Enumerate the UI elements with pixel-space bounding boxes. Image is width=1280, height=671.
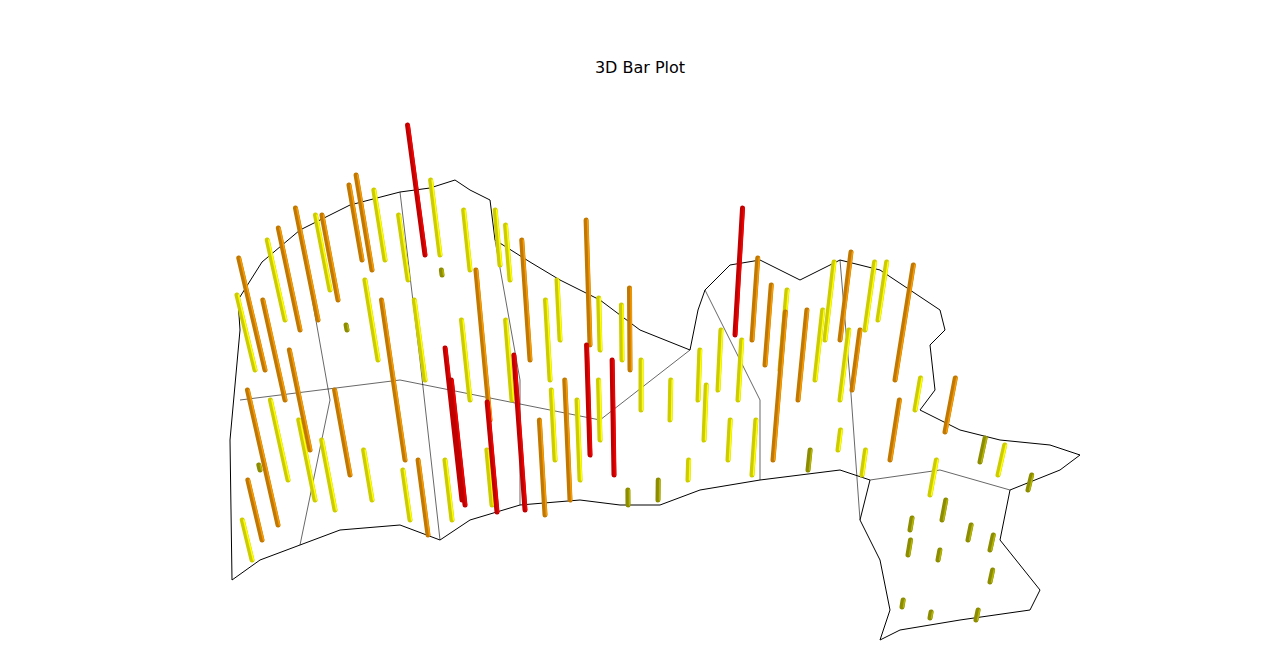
svg-text:3D Bar Plot: 3D Bar Plot [595,58,685,77]
